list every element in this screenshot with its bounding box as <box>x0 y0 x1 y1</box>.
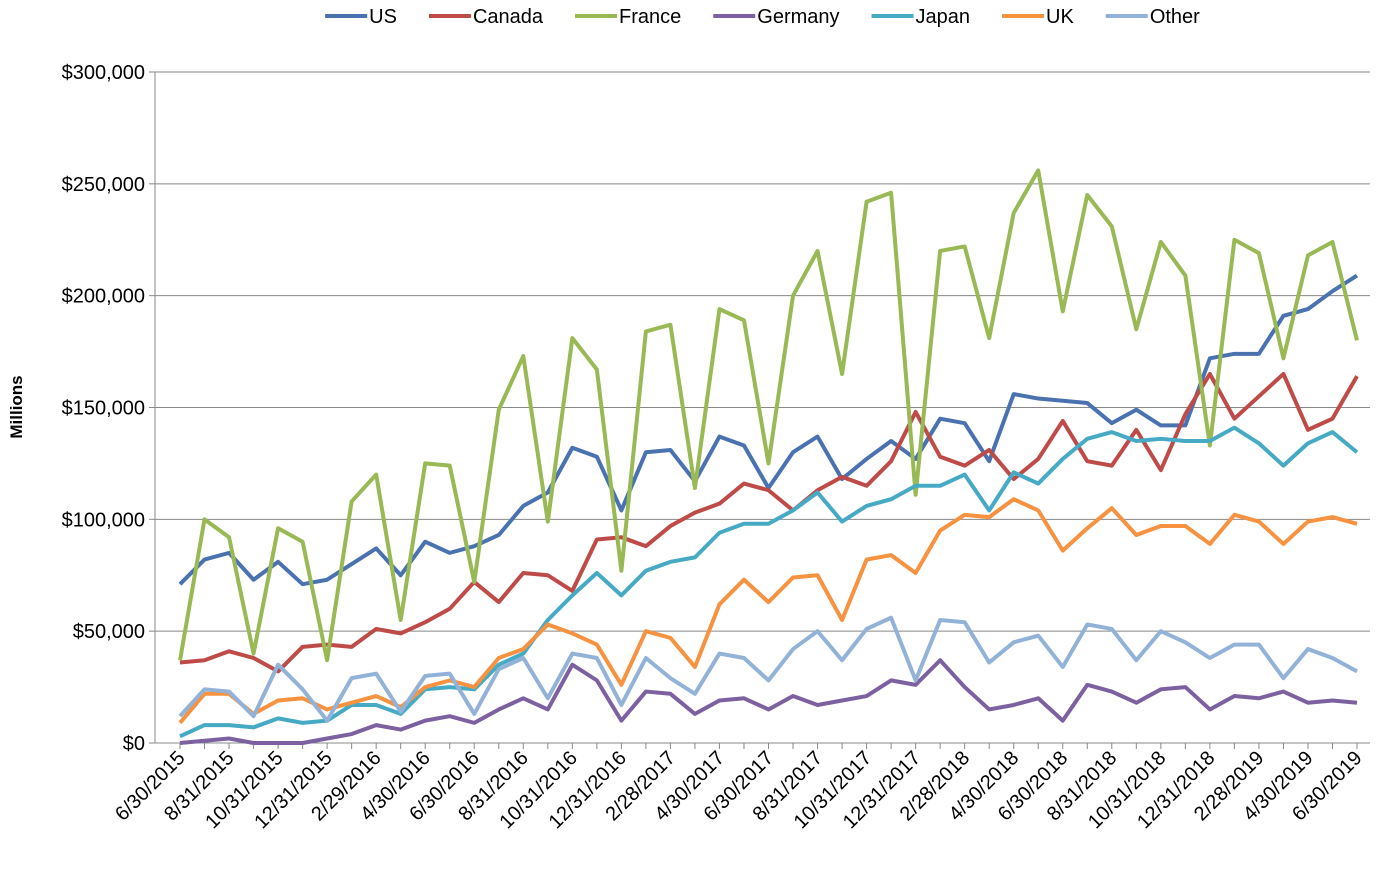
legend-label: Germany <box>757 6 839 28</box>
legend-label: Japan <box>916 6 971 28</box>
y-tick-label: $0 <box>123 733 145 755</box>
legend-label: France <box>619 6 681 28</box>
series-line <box>179 425 1359 739</box>
y-tick-label: $250,000 <box>62 174 145 196</box>
y-tick-label: $50,000 <box>73 621 145 643</box>
y-tick-label: $200,000 <box>62 286 145 308</box>
series-line <box>179 658 1358 745</box>
y-tick-label: $150,000 <box>62 398 145 420</box>
series-line <box>178 615 1358 723</box>
y-axis-label: Millions <box>7 375 26 438</box>
y-tick-label: $300,000 <box>62 62 145 84</box>
series-line <box>179 371 1359 674</box>
legend-label: UK <box>1046 6 1074 28</box>
y-tick-label: $100,000 <box>62 509 145 531</box>
legend-label: Other <box>1150 6 1200 28</box>
legend-label: Canada <box>473 6 544 28</box>
series-line <box>178 273 1359 587</box>
series-line <box>178 168 1359 663</box>
series-line <box>178 497 1358 725</box>
legend-label: US <box>369 6 397 28</box>
